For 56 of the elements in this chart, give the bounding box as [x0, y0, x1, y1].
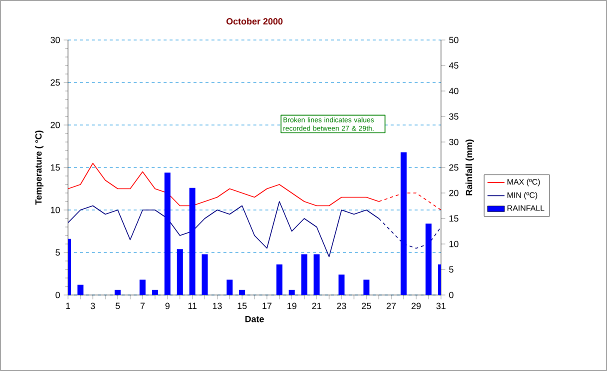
x-axis-title: Date — [245, 316, 264, 322]
x-tick-label: 23 — [337, 302, 346, 310]
y2-tick-label: 0 — [449, 292, 454, 298]
y2-tick-label: 35 — [449, 113, 458, 120]
y-tick-label: 25 — [50, 79, 60, 86]
x-tick-label: 7 — [140, 302, 145, 309]
x-tick-label: 1 — [66, 302, 70, 309]
bar — [176, 249, 183, 295]
y2-tick-label: 20 — [449, 190, 458, 196]
y-tick-label: 0 — [56, 292, 60, 298]
y2-tick-label: 30 — [449, 138, 458, 146]
y2-tick-label: 10 — [449, 240, 458, 248]
x-tick-label: 31 — [436, 302, 446, 310]
y-tick-label: 15 — [50, 164, 60, 171]
y2-tick-label: 45 — [448, 62, 458, 69]
x-tick-label: 29 — [412, 302, 421, 310]
bar — [301, 254, 308, 295]
x-tick-label: 13 — [212, 302, 222, 310]
x-tick-label: 9 — [165, 302, 170, 310]
x-tick-label: 17 — [262, 302, 272, 309]
x-tick-label: 5 — [116, 302, 120, 310]
y2-tick-label: 25 — [449, 164, 458, 171]
y-tick-label: 30 — [50, 36, 60, 44]
bar — [239, 290, 246, 295]
bar — [226, 280, 233, 295]
x-tick-label: 25 — [362, 302, 372, 310]
x-tick-label: 15 — [238, 302, 247, 310]
bar — [338, 274, 345, 295]
bar — [114, 290, 121, 295]
bar — [288, 290, 295, 295]
bar — [202, 254, 208, 295]
bar — [426, 224, 432, 295]
x-tick-label: 11 — [188, 302, 197, 309]
y-tick-label: 5 — [56, 249, 60, 256]
bar — [164, 172, 170, 295]
x-tick-label: 19 — [288, 302, 296, 310]
y-axis-title: Temperature ( °C) — [35, 130, 44, 205]
x-tick-label: 27 — [386, 302, 396, 310]
y2-tick-label: 15 — [449, 215, 458, 222]
bar — [77, 284, 84, 295]
bar — [314, 254, 320, 295]
bar — [363, 280, 370, 295]
bar — [400, 152, 407, 295]
bar — [140, 280, 146, 295]
x-tick-label: 21 — [312, 302, 322, 310]
chart-title: October 2000 — [226, 18, 283, 25]
y-tick-label: 20 — [50, 122, 60, 128]
y2-tick-label: 5 — [449, 266, 454, 273]
y2-tick-label: 40 — [448, 88, 458, 94]
bar — [152, 290, 158, 295]
y-tick-label: 10 — [50, 206, 60, 214]
y2-tick-label: 50 — [449, 36, 458, 44]
y2-axis-title: Rainfall (mm) — [466, 140, 474, 196]
bar — [276, 264, 282, 295]
x-tick-label: 3 — [90, 302, 95, 310]
bar — [189, 188, 196, 295]
